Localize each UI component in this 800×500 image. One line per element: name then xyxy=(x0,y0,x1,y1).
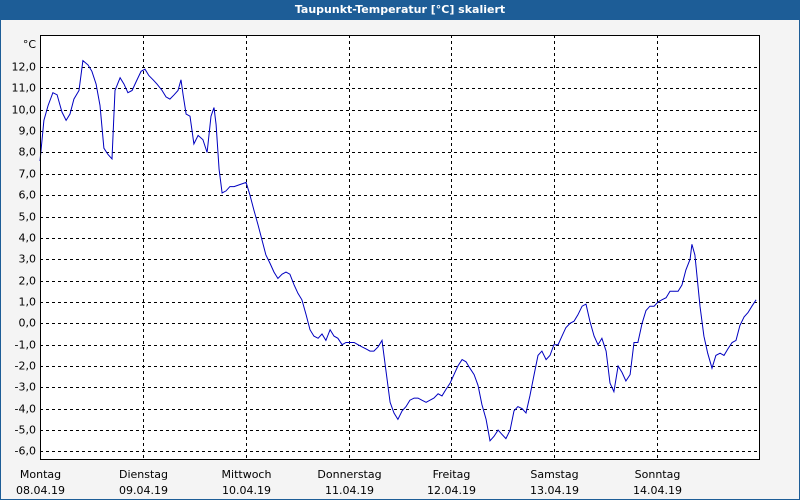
y-tick-label: 10,0 xyxy=(12,104,37,117)
y-tick-label: -1,0 xyxy=(15,339,36,352)
y-tick-label: -6,0 xyxy=(15,445,36,458)
x-tick-label: Donnerstag xyxy=(317,468,381,481)
x-tick-date: 12.04.19 xyxy=(427,484,476,497)
x-tick-label: Dienstag xyxy=(119,468,168,481)
x-tick-date: 13.04.19 xyxy=(530,484,579,497)
plot-area xyxy=(40,35,760,460)
x-tick-date: 09.04.19 xyxy=(119,484,168,497)
chart-title: Taupunkt-Temperatur [°C] skaliert xyxy=(295,3,505,16)
y-tick-label: -5,0 xyxy=(15,424,36,437)
x-tick-date: 14.04.19 xyxy=(633,484,682,497)
y-tick-label: 4,0 xyxy=(19,232,37,245)
title-bar xyxy=(0,0,800,20)
y-tick-label: 1,0 xyxy=(19,296,37,309)
y-tick-label: 3,0 xyxy=(19,253,37,266)
y-tick-label: 7,0 xyxy=(19,168,37,181)
x-tick-label: Montag xyxy=(20,468,61,481)
data-line xyxy=(39,59,757,442)
x-tick-date: 10.04.19 xyxy=(222,484,271,497)
marks xyxy=(39,59,757,442)
x-tick-date: 11.04.19 xyxy=(325,484,374,497)
y-tick-label: -4,0 xyxy=(15,403,36,416)
y-unit: °C xyxy=(23,38,37,51)
x-tick-label: Freitag xyxy=(433,468,471,481)
plot-border xyxy=(40,35,760,460)
x-tick-label: Sonntag xyxy=(635,468,681,481)
y-tick-label: -2,0 xyxy=(15,360,36,373)
y-tick-label: 9,0 xyxy=(19,125,37,138)
grid xyxy=(40,35,760,460)
y-tick-label: 0,0 xyxy=(19,317,37,330)
y-tick-label: 6,0 xyxy=(19,189,37,202)
y-tick-label: 5,0 xyxy=(19,211,37,224)
y-tick-label: 11,0 xyxy=(12,82,37,95)
y-tick-label: 8,0 xyxy=(19,146,37,159)
x-tick-date: 08.04.19 xyxy=(16,484,65,497)
y-tick-label: 12,0 xyxy=(12,61,37,74)
x-tick-label: Samstag xyxy=(530,468,578,481)
x-tick-label: Mittwoch xyxy=(222,468,272,481)
y-tick-label: -3,0 xyxy=(15,381,36,394)
y-tick-label: 2,0 xyxy=(19,275,37,288)
